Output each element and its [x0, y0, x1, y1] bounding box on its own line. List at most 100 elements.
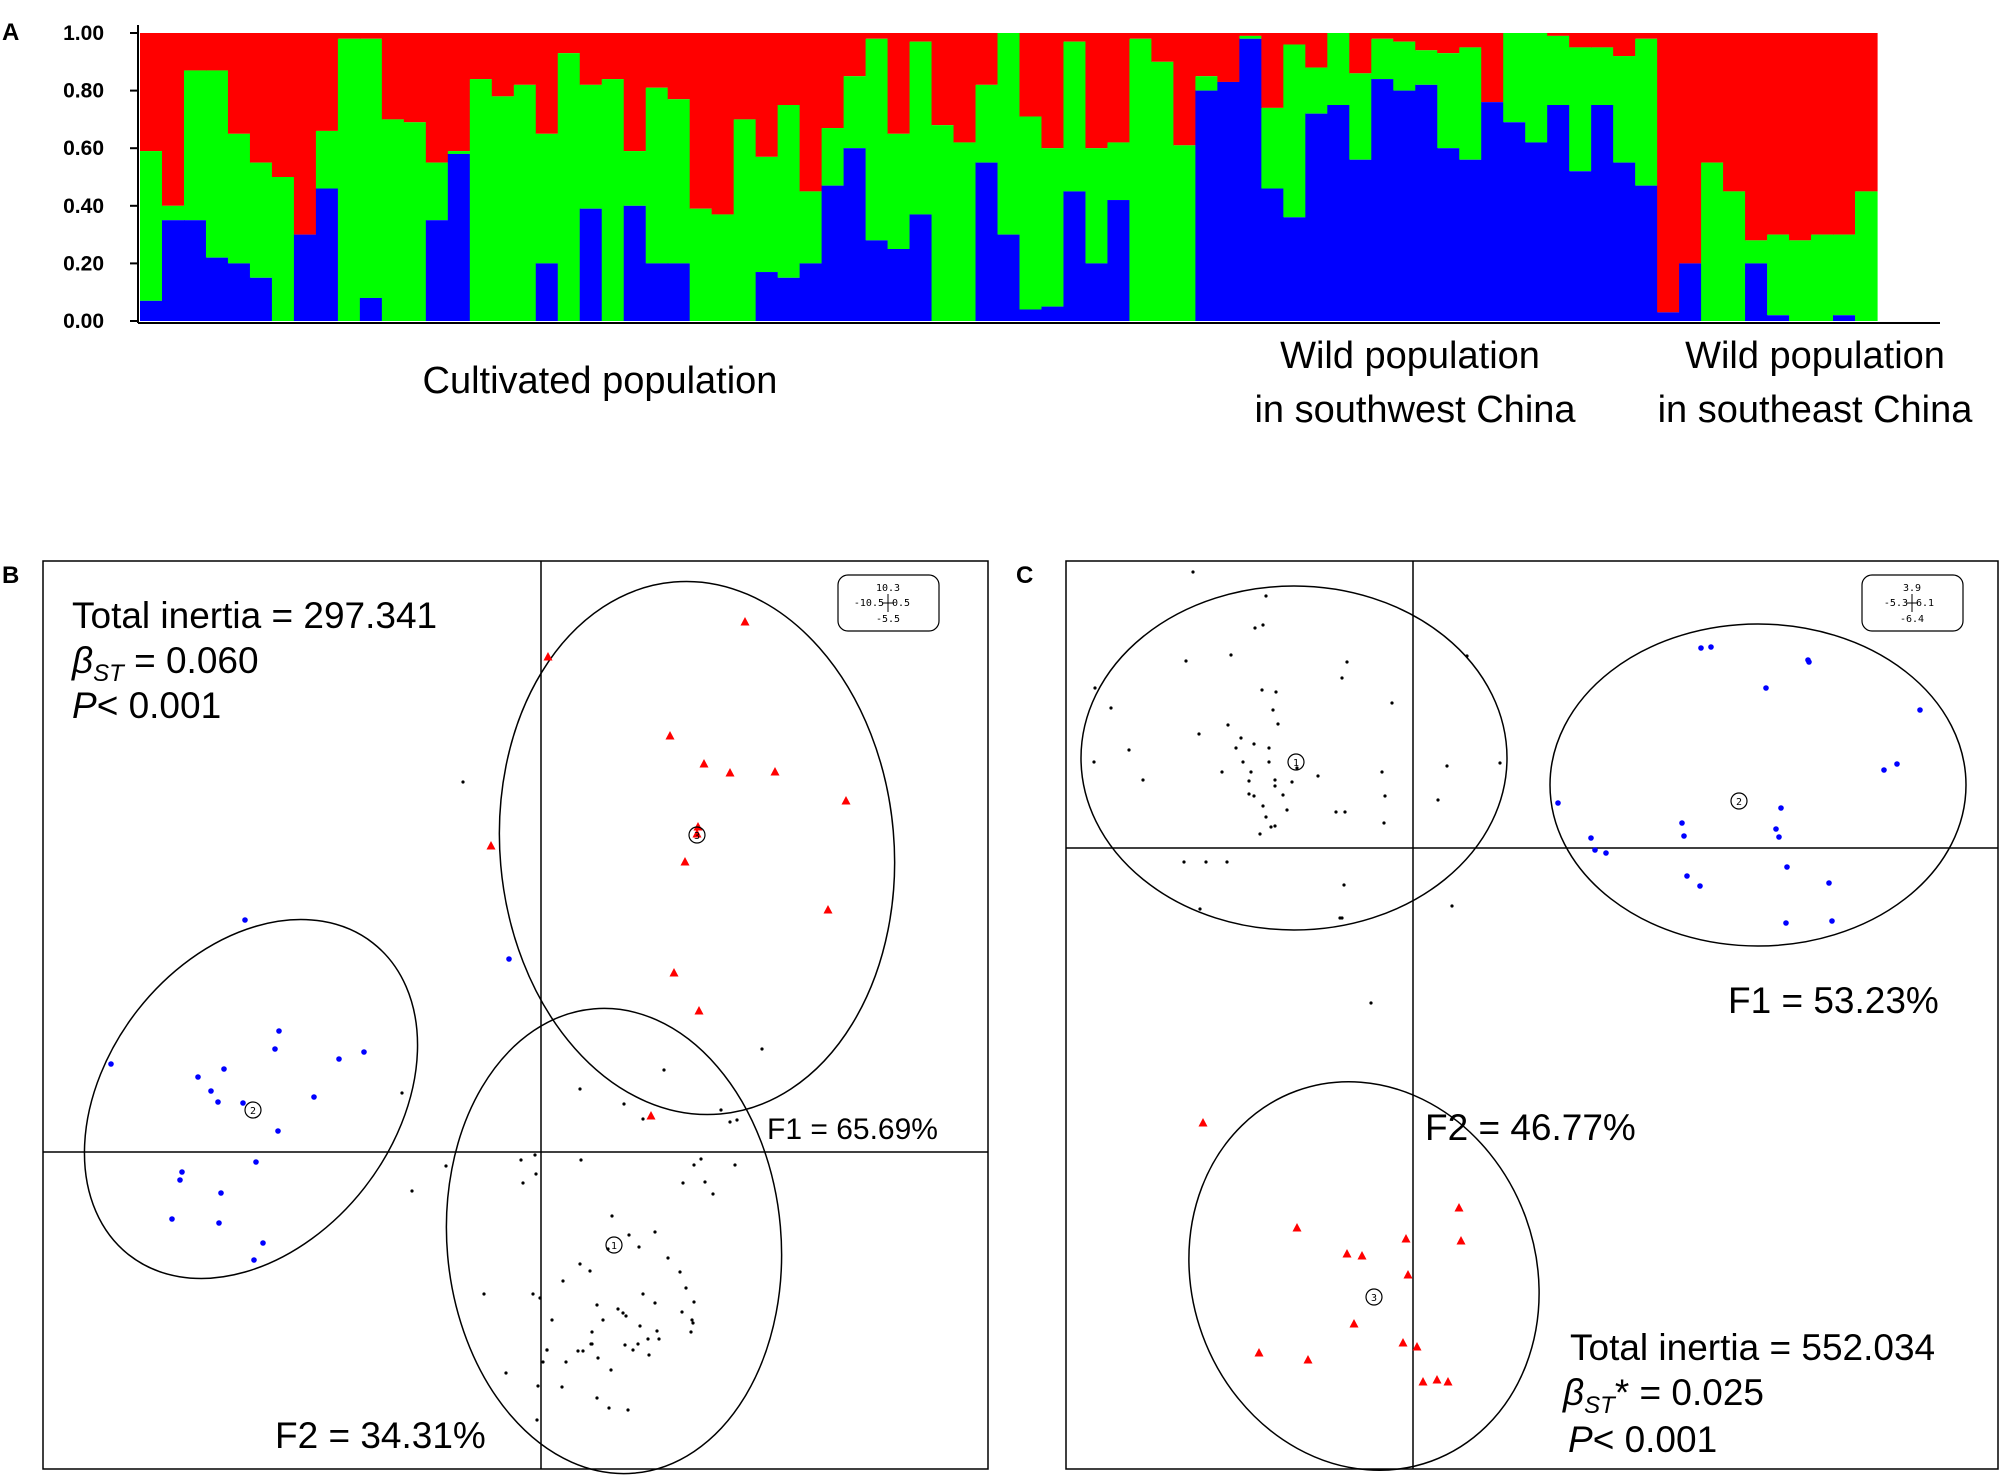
- segment-red: [425, 33, 449, 163]
- bar-19: [535, 33, 559, 321]
- p-rest: < 0.001: [97, 685, 221, 726]
- segment-green: [799, 191, 823, 264]
- point-black: [1342, 883, 1346, 887]
- segment-green: [1239, 35, 1262, 39]
- point-black: [636, 1342, 640, 1346]
- point-black: [1252, 742, 1256, 746]
- ellipse-black-group: [445, 1007, 783, 1475]
- beta-subscript: ST: [1584, 1392, 1617, 1419]
- scale-left: -5.3: [1884, 598, 1908, 609]
- point-black: [595, 1303, 599, 1307]
- point-black: [1383, 794, 1387, 798]
- point-red: [693, 822, 703, 831]
- bar-45: [1107, 33, 1131, 321]
- p-rest: < 0.001: [1593, 1419, 1717, 1460]
- point-red: [1292, 1223, 1302, 1232]
- point-black: [666, 1256, 670, 1260]
- point-blue: [1881, 767, 1887, 773]
- segment-green: [821, 128, 845, 186]
- point-black: [653, 1230, 657, 1234]
- segment-red: [1547, 33, 1570, 36]
- point-blue: [1773, 826, 1779, 832]
- point-black: [626, 1408, 630, 1412]
- point-black: [578, 1087, 582, 1091]
- point-black: [1285, 808, 1289, 812]
- point-black: [681, 1181, 685, 1185]
- point-black: [1390, 701, 1394, 705]
- segment-blue: [1261, 188, 1284, 321]
- segment-blue: [1415, 84, 1438, 321]
- point-blue: [1698, 645, 1704, 651]
- point-blue: [1784, 864, 1790, 870]
- point-black: [691, 1321, 695, 1325]
- bar-61: [1459, 33, 1482, 321]
- segment-green: [359, 38, 383, 298]
- segment-red: [447, 33, 471, 152]
- point-black: [1281, 793, 1285, 797]
- point-blue: [1917, 707, 1923, 713]
- point-black: [400, 1091, 404, 1095]
- point-black: [535, 1418, 539, 1422]
- point-black: [1267, 760, 1271, 764]
- segment-blue: [1767, 315, 1790, 321]
- bar-55: [1327, 33, 1350, 321]
- scale-bottom: -6.4: [1900, 614, 1924, 625]
- segment-blue: [887, 249, 911, 321]
- point-black: [1249, 770, 1253, 774]
- segment-red: [1041, 33, 1065, 149]
- segment-red: [1679, 33, 1702, 264]
- bar-46: [1129, 33, 1153, 321]
- segment-green: [1371, 38, 1394, 80]
- point-blue: [1826, 880, 1832, 886]
- point-black: [699, 1157, 703, 1161]
- segment-blue: [1107, 200, 1131, 321]
- segment-green: [1503, 33, 1526, 123]
- segment-green: [1129, 38, 1153, 321]
- point-blue: [1603, 850, 1609, 856]
- point-red: [725, 768, 735, 777]
- segment-red: [1723, 33, 1746, 192]
- bar-40: [997, 33, 1021, 321]
- bar-50: [1217, 33, 1240, 322]
- segment-red: [227, 33, 251, 134]
- segment-blue: [1481, 102, 1504, 322]
- segment-red: [1635, 33, 1658, 39]
- bar-43: [1063, 33, 1087, 321]
- segment-blue: [1349, 159, 1372, 321]
- point-red: [692, 829, 702, 838]
- bar-14: [425, 33, 449, 321]
- segment-blue: [755, 272, 779, 321]
- segment-blue: [1657, 312, 1680, 321]
- centroid-label: 3: [1371, 1293, 1377, 1304]
- bar-30: [777, 33, 801, 321]
- y-axis-ticks: 0.00 0.20 0.40 0.60 0.80 1.00: [63, 22, 138, 333]
- dapc-scatter-b: B 2 3 1 10.3 -10.5 0.5 -5.5: [2, 560, 989, 1475]
- segment-green: [865, 38, 889, 241]
- point-red: [1454, 1203, 1464, 1212]
- point-black: [531, 1292, 535, 1296]
- point-black: [1273, 778, 1277, 782]
- segment-red: [1173, 33, 1196, 146]
- point-black: [1295, 766, 1299, 770]
- segment-blue: [205, 257, 229, 321]
- point-red: [486, 841, 496, 850]
- y-tick-label: 0.80: [63, 80, 104, 103]
- panel-label-b: B: [2, 562, 19, 589]
- segment-red: [1459, 33, 1482, 48]
- scale-bottom: -5.5: [876, 614, 900, 625]
- bar-2: [161, 33, 185, 321]
- bar-68: [1613, 33, 1636, 321]
- bar-22: [601, 33, 625, 321]
- segment-red: [843, 33, 867, 77]
- point-black: [657, 1337, 661, 1341]
- point-blue: [1679, 820, 1685, 826]
- bar-6: [249, 33, 273, 321]
- segment-blue: [1591, 105, 1614, 321]
- segment-green: [425, 162, 449, 221]
- point-blue: [242, 917, 248, 923]
- segment-red: [1855, 33, 1878, 192]
- segment-red: [953, 33, 977, 143]
- segment-blue: [975, 162, 999, 321]
- bar-32: [821, 33, 845, 321]
- point-black: [689, 1330, 693, 1334]
